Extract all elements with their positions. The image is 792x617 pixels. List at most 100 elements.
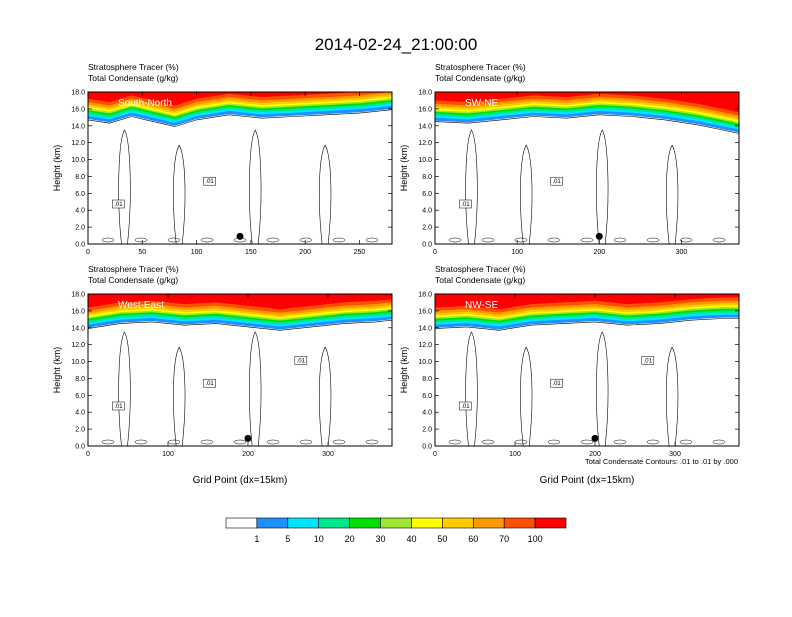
plot-area: .01 .01 .01 <box>88 294 392 446</box>
location-marker <box>236 232 244 240</box>
condensate-contour <box>365 237 379 243</box>
colorbar-swatch <box>349 517 381 529</box>
colorbar-swatch <box>287 517 320 529</box>
condensate-contour <box>665 144 679 244</box>
y-axis-label: Height (km) <box>52 145 62 192</box>
colorbar-label: 50 <box>437 534 447 544</box>
condensate-contour <box>520 144 533 244</box>
panel-1: Stratosphere Tracer (%)Total Condensate … <box>52 62 393 256</box>
location-marker <box>244 434 252 442</box>
y-tick-label: 16.0 <box>418 308 432 315</box>
condensate-contour <box>435 318 739 331</box>
x-tick-label: 100 <box>509 451 521 458</box>
tracer-band <box>88 294 392 310</box>
colorbar-swatch <box>472 517 505 529</box>
panel-header-line: Total Condensate (g/kg) <box>88 275 178 285</box>
condensate-contour <box>435 114 739 134</box>
y-tick-label: 16.0 <box>71 106 85 113</box>
plot-frame <box>434 91 740 245</box>
condensate-contour <box>101 439 115 445</box>
condensate-contour <box>299 237 313 243</box>
panel-4: Stratosphere Tracer (%)Total Condensate … <box>399 264 740 486</box>
condensate-contour <box>173 144 186 244</box>
y-tick-label: 12.0 <box>418 342 432 349</box>
tracer-band <box>435 294 739 310</box>
contour-label: .01 <box>644 358 653 364</box>
y-tick-label: 6.0 <box>422 393 432 400</box>
plot-area: .01 .01 <box>88 92 392 244</box>
condensate-contour <box>332 237 346 243</box>
colorbar-swatch <box>534 517 567 529</box>
y-axis-label: Height (km) <box>52 347 62 394</box>
condensate-contour <box>613 439 627 445</box>
plot-area: .01 .01 .01 <box>435 294 739 446</box>
condensate-contour <box>266 237 280 243</box>
y-tick-label: 4.0 <box>422 208 432 215</box>
panel-header-line: Total Condensate (g/kg) <box>435 73 525 83</box>
y-tick-label: 8.0 <box>75 174 85 181</box>
condensate-contour <box>547 237 561 243</box>
y-tick-label: 10.0 <box>71 157 85 164</box>
condensate-contour <box>448 237 462 243</box>
x-axis-label: Grid Point (dx=15km) <box>540 475 635 486</box>
panel-header-line: Stratosphere Tracer (%) <box>435 264 526 274</box>
y-tick-label: 8.0 <box>75 376 85 383</box>
contour-label: .01 <box>205 381 214 387</box>
colorbar-swatch <box>256 517 289 529</box>
condensate-contour <box>200 237 214 243</box>
colorbar-label: 1 <box>254 534 259 544</box>
x-axis-label: Grid Point (dx=15km) <box>193 475 288 486</box>
panel-title: NW-SE <box>465 300 498 311</box>
condensate-contour <box>481 237 495 243</box>
y-tick-label: 18.0 <box>418 90 432 97</box>
condensate-contour <box>365 439 379 445</box>
condensate-contour <box>266 439 280 445</box>
panel-header-line: Total Condensate (g/kg) <box>435 275 525 285</box>
condensate-contour <box>233 439 247 445</box>
condensate-contour <box>520 346 533 446</box>
x-tick-label: 200 <box>299 249 311 256</box>
contour-label: .01 <box>297 358 306 364</box>
condensate-contour <box>580 237 594 243</box>
y-tick-label: 0.0 <box>75 242 85 249</box>
contour-label: .01 <box>552 381 561 387</box>
panel-header-line: Stratosphere Tracer (%) <box>435 62 526 72</box>
y-axis-label: Height (km) <box>399 145 409 192</box>
tracer-band <box>435 92 739 113</box>
y-tick-label: 16.0 <box>418 106 432 113</box>
y-tick-label: 2.0 <box>422 427 432 434</box>
colorbar-swatch <box>503 517 536 529</box>
contour-label: .01 <box>114 404 123 410</box>
y-tick-label: 6.0 <box>75 393 85 400</box>
condensate-contour <box>101 237 115 243</box>
x-tick-label: 0 <box>86 451 90 458</box>
y-tick-label: 2.0 <box>422 225 432 232</box>
colorbar-label: 70 <box>499 534 509 544</box>
y-tick-label: 16.0 <box>71 308 85 315</box>
condensate-contour <box>173 346 186 446</box>
y-tick-label: 4.0 <box>75 410 85 417</box>
condensate-contour <box>712 439 726 445</box>
y-tick-label: 8.0 <box>422 376 432 383</box>
x-tick-label: 0 <box>433 451 437 458</box>
tracer-band <box>88 92 392 106</box>
y-tick-label: 12.0 <box>418 140 432 147</box>
x-tick-label: 300 <box>669 451 681 458</box>
condensate-contour <box>679 237 693 243</box>
colorbar-label: 20 <box>345 534 355 544</box>
x-tick-label: 100 <box>191 249 203 256</box>
figure-title: 2014-02-24_21:00:00 <box>315 35 478 54</box>
colorbar-label: 5 <box>285 534 290 544</box>
condensate-contour <box>249 129 262 244</box>
y-tick-label: 10.0 <box>418 359 432 366</box>
condensate-contour <box>613 237 627 243</box>
x-tick-label: 250 <box>354 249 366 256</box>
y-tick-label: 6.0 <box>422 191 432 198</box>
y-tick-label: 6.0 <box>75 191 85 198</box>
condensate-contour <box>646 237 660 243</box>
panel-3: Stratosphere Tracer (%)Total Condensate … <box>52 264 393 486</box>
condensate-contour <box>448 439 462 445</box>
y-axis-label: Height (km) <box>399 347 409 394</box>
